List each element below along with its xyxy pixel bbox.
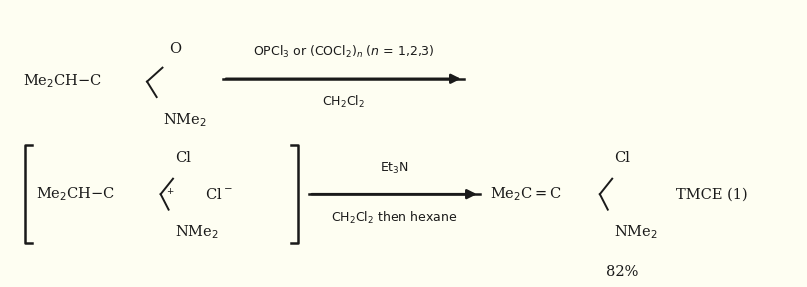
Text: Me$_2$CH$-$C: Me$_2$CH$-$C — [23, 73, 102, 90]
Text: NMe$_2$: NMe$_2$ — [163, 111, 207, 129]
Text: CH$_2$Cl$_2$ then hexane: CH$_2$Cl$_2$ then hexane — [331, 210, 458, 226]
Text: TMCE (1): TMCE (1) — [676, 187, 747, 201]
Text: $^+$: $^+$ — [165, 188, 175, 201]
Text: O: O — [169, 42, 181, 56]
Text: Cl$^-$: Cl$^-$ — [205, 187, 232, 202]
Text: CH$_2$Cl$_2$: CH$_2$Cl$_2$ — [322, 94, 365, 110]
Text: Cl: Cl — [614, 151, 630, 165]
Text: Me$_2$CH$-$C: Me$_2$CH$-$C — [36, 185, 115, 203]
Text: Cl: Cl — [175, 151, 191, 165]
Text: NMe$_2$: NMe$_2$ — [614, 224, 659, 241]
Text: NMe$_2$: NMe$_2$ — [175, 224, 219, 241]
Text: Me$_2$C$=$C: Me$_2$C$=$C — [490, 185, 562, 203]
Text: Et$_3$N: Et$_3$N — [380, 161, 409, 176]
Text: 82%: 82% — [606, 265, 638, 279]
Text: OPCl$_3$ or (COCl$_2$)$_n$ ($n$ = 1,2,3): OPCl$_3$ or (COCl$_2$)$_n$ ($n$ = 1,2,3) — [253, 44, 434, 61]
